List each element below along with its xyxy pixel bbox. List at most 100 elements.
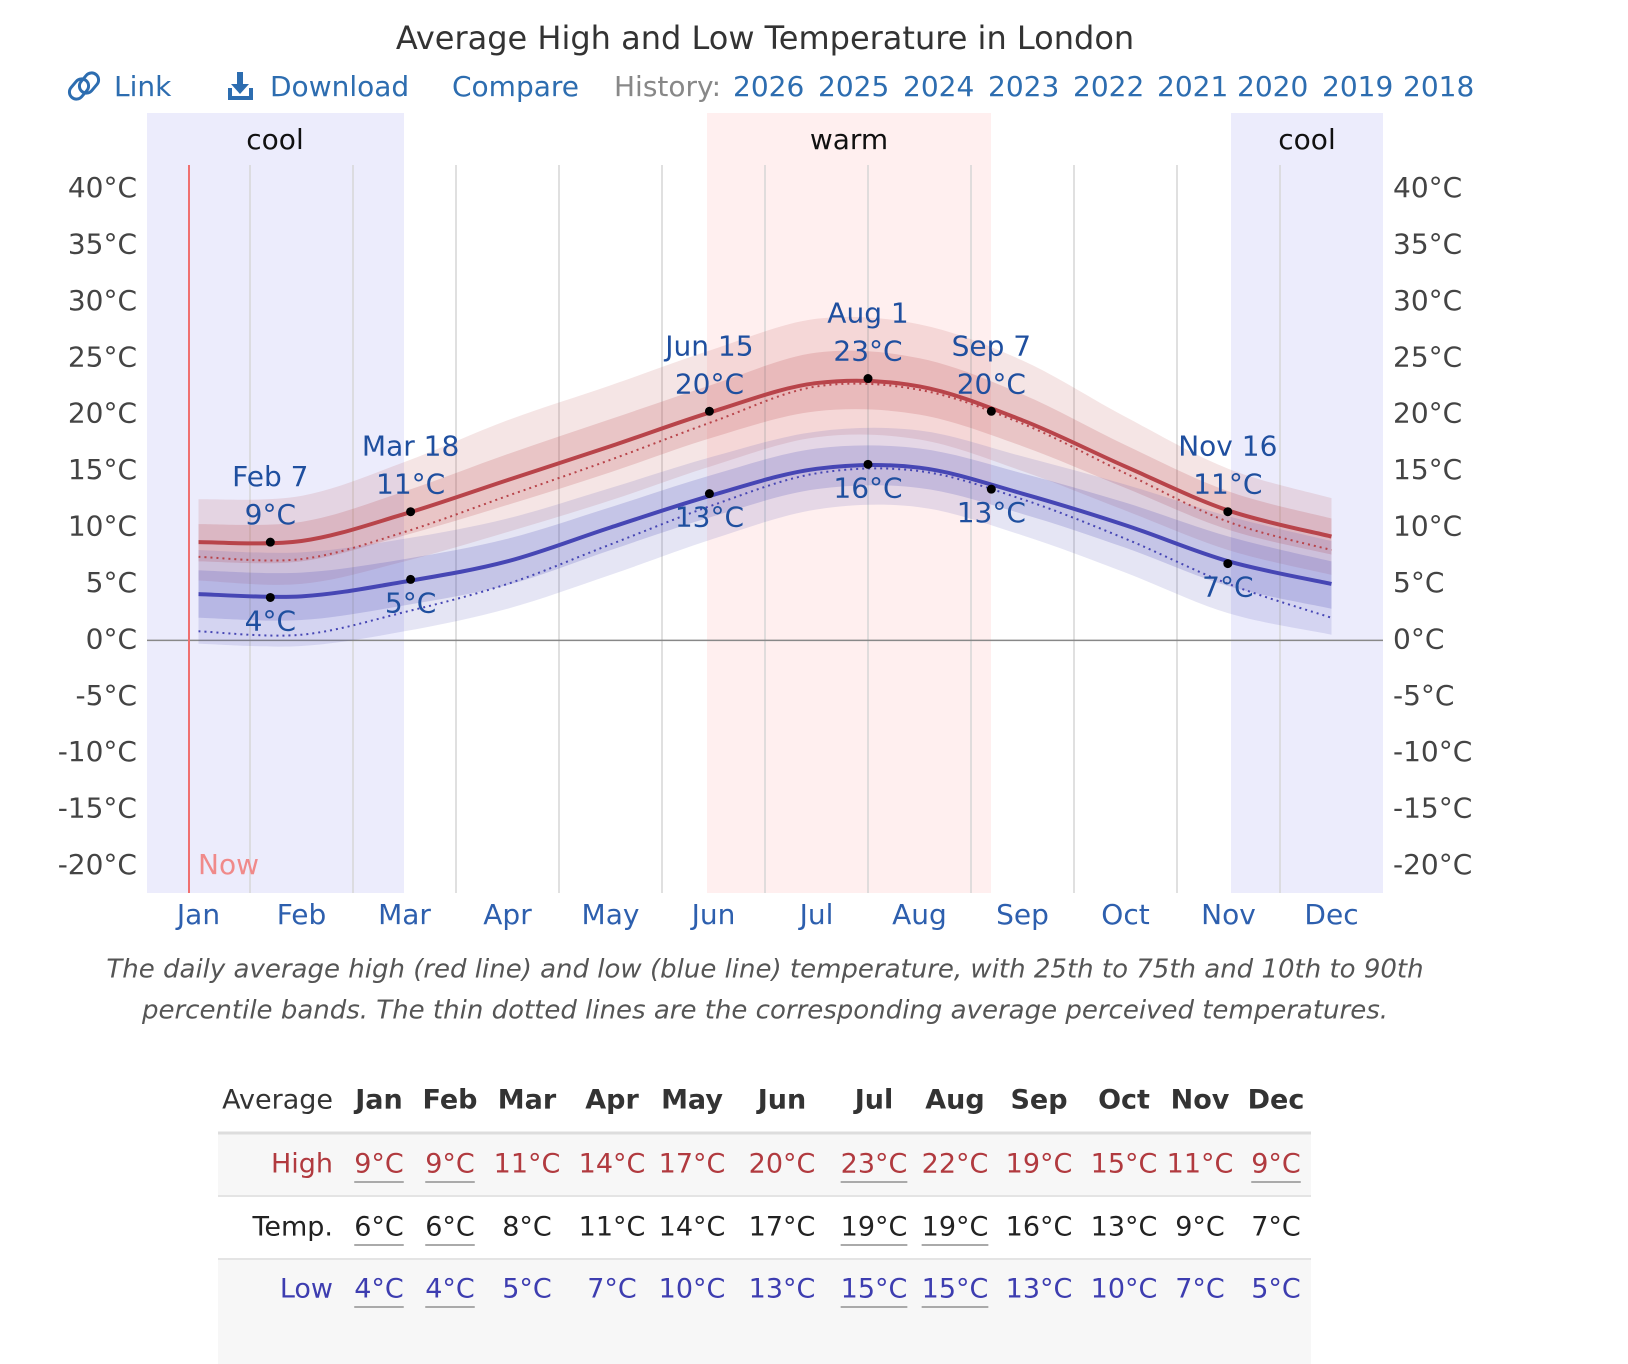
table-header: Oct	[1098, 1085, 1150, 1116]
annotation-point	[986, 484, 996, 494]
table-header: Nov	[1171, 1085, 1230, 1116]
y2-tick-label: 10°C	[1393, 510, 1462, 543]
y-tick-label: 35°C	[68, 227, 137, 260]
y-tick-label: -5°C	[76, 679, 137, 712]
table-cell: 4°C	[354, 1274, 404, 1305]
table-header: Dec	[1248, 1085, 1305, 1116]
table-cell: 8°C	[502, 1212, 552, 1243]
table-cell: 9°C	[1175, 1212, 1225, 1243]
annotation-date: Mar 18	[362, 430, 459, 463]
annotation-point	[863, 459, 873, 469]
y2-tick-label: 40°C	[1393, 171, 1462, 204]
table-cell: 7°C	[1175, 1274, 1225, 1305]
download-icon[interactable]	[228, 72, 253, 100]
y2-tick-label: -10°C	[1393, 735, 1472, 768]
compare-button[interactable]: Compare	[452, 70, 579, 103]
table-cell: 17°C	[749, 1212, 816, 1243]
annotation-value: 7°C	[1202, 571, 1253, 604]
table-cell: 9°C	[425, 1149, 475, 1180]
table-header: Mar	[498, 1085, 557, 1116]
annotation-value: 20°C	[957, 367, 1026, 400]
y2-tick-label: -15°C	[1393, 792, 1472, 825]
y2-tick-label: -20°C	[1393, 848, 1472, 881]
table-cell: 6°C	[425, 1212, 475, 1243]
table-cell: 9°C	[354, 1149, 404, 1180]
download-button[interactable]: Download	[270, 70, 409, 103]
annotation-point	[863, 374, 873, 384]
perceived-line	[198, 382, 1332, 562]
table-header: May	[661, 1085, 723, 1116]
table-header: Feb	[423, 1085, 478, 1116]
annotation-point	[406, 574, 416, 584]
annotation-value: 13°C	[675, 501, 744, 534]
table-cell: 7°C	[587, 1274, 637, 1305]
annotation-date: Aug 1	[827, 297, 908, 330]
table-header: Sep	[1010, 1085, 1067, 1116]
table-header: Jul	[853, 1085, 894, 1116]
y2-tick-label: 5°C	[1393, 566, 1444, 599]
annotation-point	[704, 489, 714, 499]
y-tick-label: -20°C	[58, 848, 137, 881]
table-corner: Average	[222, 1085, 333, 1116]
history-year[interactable]: 2018	[1403, 70, 1474, 103]
labels: Jan Feb Mar Apr May Jun Jul Aug Sep Oct Nov Dec -20°…	[58, 171, 1473, 931]
annotation-point	[265, 592, 275, 602]
table-row-label: Temp.	[251, 1212, 333, 1243]
caption: percentile bands. The thin dotted lines …	[141, 996, 1388, 1026]
table-row-label: High	[271, 1149, 333, 1180]
history-year[interactable]: 2021	[1157, 70, 1228, 103]
y-tick-label: 5°C	[86, 566, 137, 599]
y2-tick-label: 0°C	[1393, 622, 1444, 655]
table-cell: 9°C	[1251, 1149, 1301, 1180]
now-label: Now	[198, 848, 259, 881]
table-header: Apr	[585, 1085, 639, 1116]
table-cell: 17°C	[659, 1149, 726, 1180]
annotation-date: Nov 16	[1178, 430, 1277, 463]
annotation-date: Feb 7	[232, 460, 308, 493]
history-year[interactable]: 2022	[1073, 70, 1144, 103]
y-tick-label: 40°C	[68, 171, 137, 204]
y2-tick-label: 30°C	[1393, 284, 1462, 317]
table-cell: 11°C	[494, 1149, 561, 1180]
table-cell: 13°C	[749, 1274, 816, 1305]
history-year[interactable]: 2020	[1237, 70, 1308, 103]
annotation-value: 4°C	[245, 604, 296, 637]
link-icon[interactable]	[67, 70, 102, 102]
table-cell: 15°C	[922, 1274, 989, 1305]
annotation-date: Sep 7	[952, 329, 1032, 362]
x-tick-label: Sep	[996, 898, 1049, 931]
table-cell: 19°C	[841, 1212, 908, 1243]
history-year[interactable]: 2019	[1322, 70, 1393, 103]
y-tick-label: 0°C	[86, 622, 137, 655]
annotation-value: 20°C	[675, 367, 744, 400]
chart-title: Average High and Low Temperature in Lond…	[396, 19, 1134, 57]
x-tick-label: Mar	[378, 898, 431, 931]
history-year[interactable]: 2023	[988, 70, 1059, 103]
table-cell: 10°C	[1091, 1274, 1158, 1305]
table-cell: 14°C	[659, 1212, 726, 1243]
x-tick-label: May	[582, 898, 640, 931]
x-tick-label: Jul	[798, 898, 834, 931]
history-year[interactable]: 2026	[733, 70, 804, 103]
annotation-value: 9°C	[245, 498, 296, 531]
table-cell: 14°C	[579, 1149, 646, 1180]
table-cell: 5°C	[502, 1274, 552, 1305]
table-cell: 5°C	[1251, 1274, 1301, 1305]
band-25-75	[198, 445, 1332, 621]
history-year[interactable]: 2025	[818, 70, 889, 103]
table-cell: 13°C	[1091, 1212, 1158, 1243]
table-cell: 11°C	[1167, 1149, 1234, 1180]
link-button[interactable]: Link	[114, 70, 172, 103]
table-header: Jan	[353, 1085, 403, 1116]
history-year[interactable]: 2024	[903, 70, 974, 103]
table-cell: 19°C	[922, 1212, 989, 1243]
table-cell: 16°C	[1006, 1212, 1073, 1243]
y2-tick-label: 25°C	[1393, 340, 1462, 373]
table-row-label: Low	[280, 1274, 333, 1305]
table-header: Aug	[925, 1085, 984, 1116]
table-cell: 4°C	[425, 1274, 475, 1305]
table-cell: 15°C	[1091, 1149, 1158, 1180]
line	[198, 462, 1332, 599]
table-cell: 23°C	[841, 1149, 908, 1180]
table-row-bg	[218, 1259, 1311, 1364]
